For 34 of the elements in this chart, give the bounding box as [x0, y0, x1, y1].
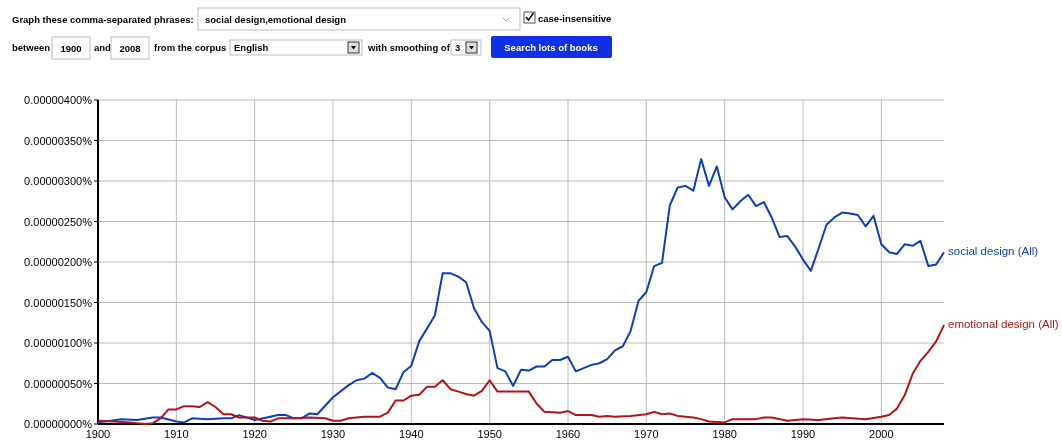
- x-tick-label: 1940: [399, 428, 424, 440]
- x-tick-label: 1980: [712, 428, 737, 440]
- y-tick-label: 0.00000200%: [24, 256, 93, 268]
- x-tick-label: 1990: [790, 428, 816, 440]
- y-tick-label: 0.00000050%: [24, 377, 93, 390]
- x-tick-label: 1900: [85, 428, 111, 440]
- series-label: emotional design (All): [948, 318, 1059, 331]
- text: Graph these comma-separated phrases:: [12, 14, 194, 25]
- x-tick-label: 1970: [634, 428, 659, 440]
- x-tick-label: 2000: [869, 428, 894, 440]
- y-tick-label: 0.00000150%: [24, 296, 93, 309]
- text: and: [94, 42, 112, 53]
- text: social design,emotional design: [205, 14, 347, 25]
- text: 1900: [60, 43, 82, 54]
- text: 2008: [119, 43, 141, 54]
- text: Search lots of books: [504, 42, 598, 53]
- x-tick-label: 1910: [164, 428, 189, 440]
- x-tick-label: 1920: [242, 428, 267, 440]
- y-tick-label: 0.00000100%: [24, 337, 93, 349]
- y-tick-label: 0.00000400%: [24, 94, 93, 106]
- series-label: social design (All): [948, 245, 1039, 258]
- y-tick-label: 0.00000350%: [24, 134, 93, 147]
- x-tick-label: 1950: [477, 428, 502, 440]
- text: English: [234, 42, 269, 53]
- x-tick-label: 1930: [320, 428, 346, 440]
- y-tick-label: 0.00000000%: [24, 418, 93, 430]
- y-tick-label: 0.00000300%: [24, 175, 93, 187]
- text: between: [12, 42, 51, 53]
- text: with smoothing of: [367, 42, 451, 53]
- text: from the corpus: [154, 42, 227, 53]
- text: 3: [455, 42, 461, 53]
- y-tick-label: 0.00000250%: [24, 215, 93, 228]
- x-tick-label: 1960: [555, 428, 581, 440]
- text: case-insensitive: [538, 13, 612, 24]
